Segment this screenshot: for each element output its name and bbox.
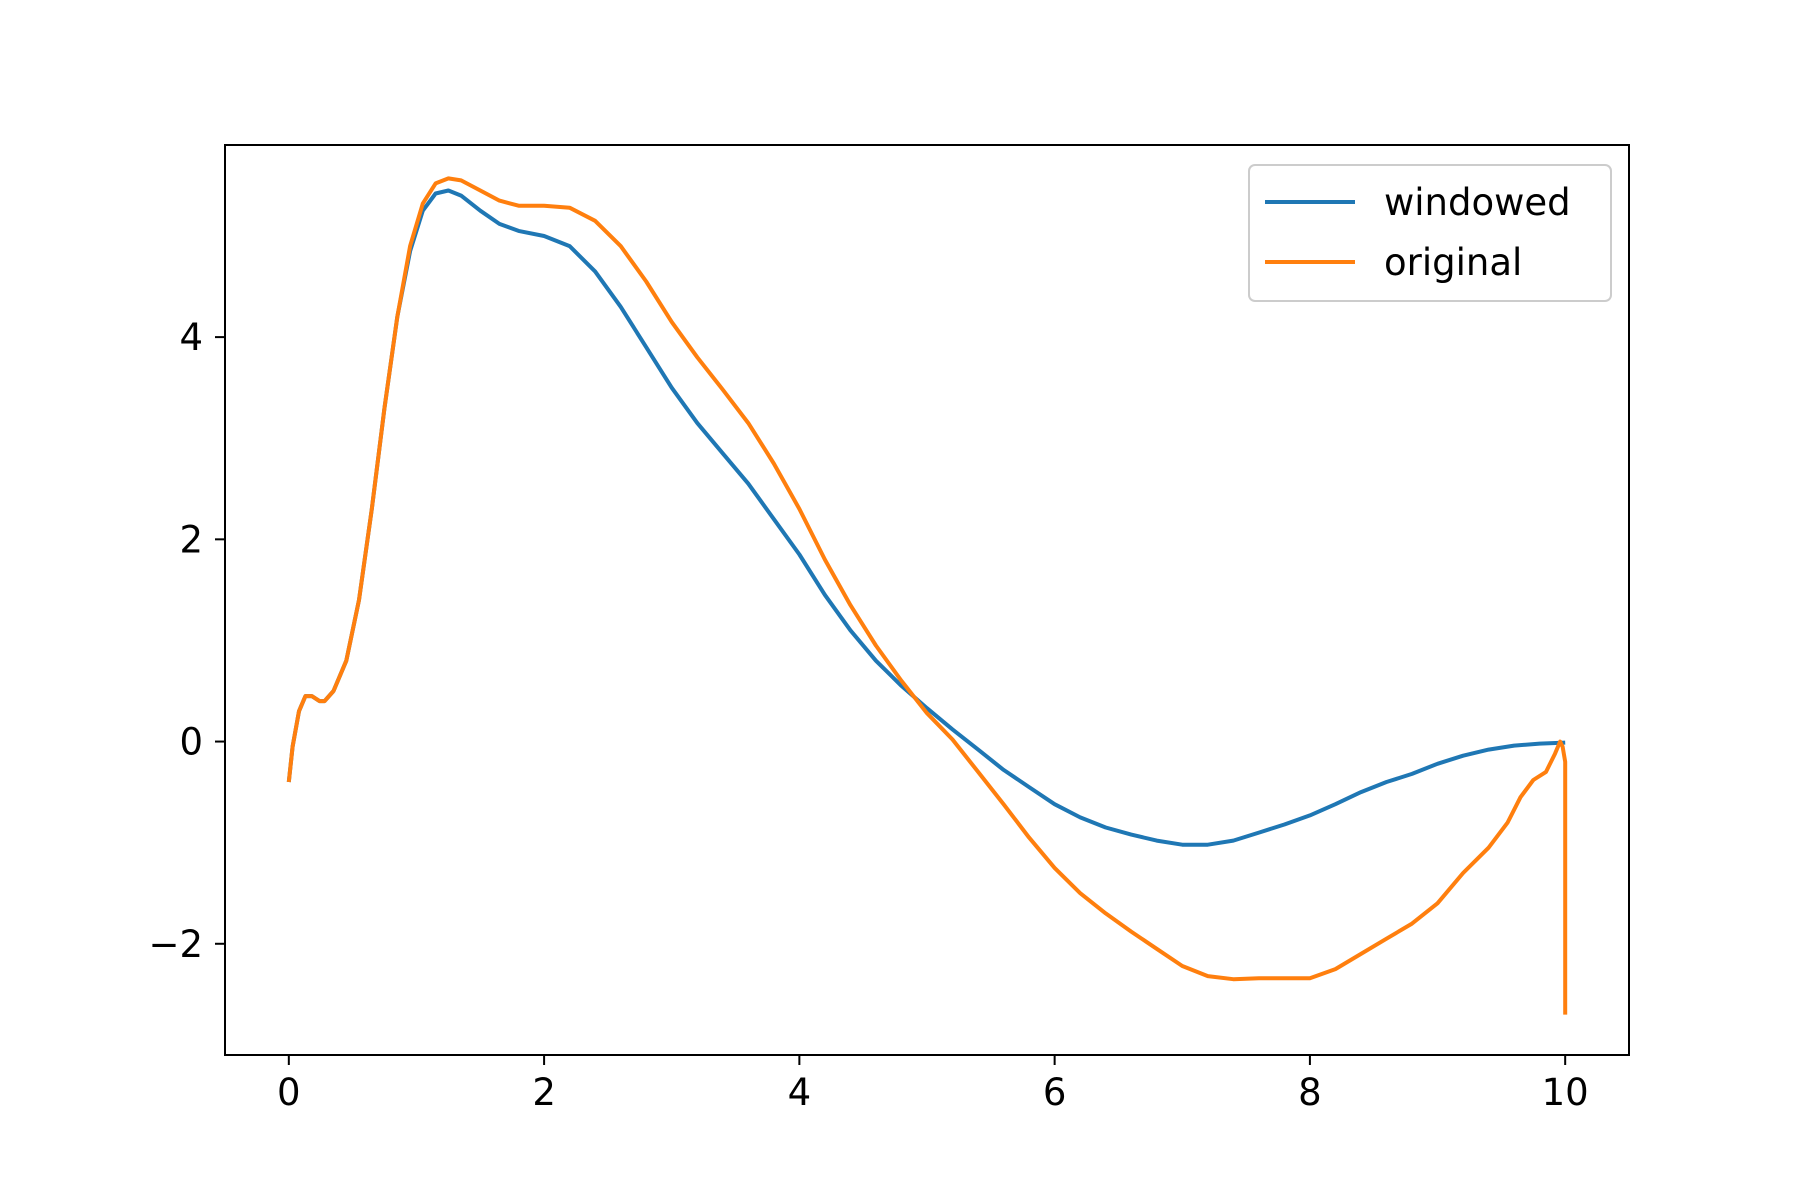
y-tick-label: 4	[179, 316, 203, 359]
y-tick-label: 0	[179, 721, 203, 764]
axes-frame	[224, 144, 1630, 1056]
x-tick-label: 10	[1542, 1071, 1589, 1114]
legend-box	[1248, 164, 1612, 302]
y-tick-label: 2	[179, 518, 203, 561]
x-axis-ticks: 0 2 4 6 8 10	[277, 1055, 1589, 1114]
legend: windowed original	[1248, 164, 1612, 302]
plot-lines	[286, 176, 1568, 1015]
series-line-original	[286, 176, 1568, 1015]
legend-label-original: original	[1384, 241, 1522, 284]
legend-label-windowed: windowed	[1384, 181, 1571, 224]
x-tick-label: 8	[1298, 1071, 1322, 1114]
x-tick-label: 6	[1043, 1071, 1067, 1114]
y-axis-ticks: −2 0 2 4	[148, 316, 225, 966]
x-tick-label: 2	[532, 1071, 556, 1114]
x-tick-label: 4	[788, 1071, 812, 1114]
x-tick-label: 0	[277, 1071, 301, 1114]
y-tick-label: −2	[148, 923, 203, 966]
